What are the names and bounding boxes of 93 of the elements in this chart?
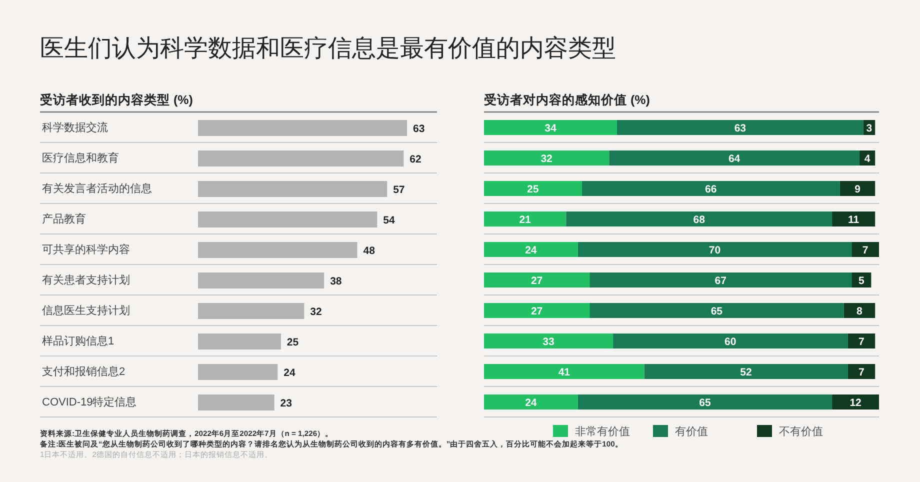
data-label: 34 [544,122,556,134]
y-tick-label: 产品教育 [42,212,86,226]
data-label: 12 [850,397,862,409]
data-label: 41 [558,366,570,378]
bar [484,303,590,318]
data-label: 70 [708,244,721,256]
y-tick-label: 有关患者支持计划 [42,274,130,286]
bar [484,150,610,166]
data-label: 52 [740,366,752,378]
y-tick-label: 医疗信息和教育 [42,152,119,164]
bar [832,212,876,226]
bar [848,334,876,348]
data-label: 66 [704,184,717,196]
y-tick-label: 支付和报销信息2 [42,365,126,378]
bar [198,303,304,319]
data-label: 38 [330,276,342,288]
data-label: 54 [383,214,395,226]
data-label: 67 [714,275,727,287]
bar [198,272,324,288]
bar [566,212,832,226]
bar [484,272,590,288]
y-tick-label: 有关发言者活动的信息 [42,182,152,195]
data-label: 27 [530,306,543,318]
data-label: 9 [854,184,861,196]
y-tick-label: 可共享的科学内容 [42,243,130,256]
bar [578,242,852,257]
data-label: 63 [413,123,425,135]
bar [484,364,644,379]
data-label: 25 [286,336,299,348]
chart-subtitle: 受访者收到的内容类型 (%) [40,92,193,107]
bar [198,334,281,350]
data-label: 65 [710,306,723,318]
bar [484,242,578,257]
bar [198,242,358,258]
chart-title: 受访者对内容的感知价值 (%) [484,92,650,107]
bar [484,334,614,348]
y-tick-label: 样品订购信息1 [42,334,114,348]
y-tick-label: COVID-19特定信息 [42,396,137,408]
bar [844,303,876,318]
bar [484,181,582,196]
data-label: 32 [540,153,553,165]
bar [198,120,407,136]
data-label: 5 [858,275,864,287]
y-tick-label: 信息医生支持计划 [42,304,130,317]
legend-label: 非常有价值 [575,425,630,438]
bar [590,272,852,288]
bar [582,181,840,196]
data-label: 57 [393,184,405,196]
bar [198,364,278,380]
data-label: 4 [864,153,870,165]
data-label: 24 [525,397,537,409]
data-label: 68 [693,214,706,226]
bar [590,303,844,318]
bar [852,242,879,257]
bar [198,150,404,166]
data-label: 24 [284,367,296,379]
bar [613,334,848,348]
bar [578,394,832,410]
bar [616,120,864,135]
data-label: 60 [724,336,736,348]
bar [484,212,566,226]
data-label: 7 [858,336,864,348]
data-label: 33 [542,336,555,348]
data-label: 3 [866,122,872,134]
bar [198,181,388,197]
data-label: 62 [410,154,422,166]
bar [198,394,274,410]
legend-label: 有价值 [675,426,708,438]
bar [198,212,378,228]
bar [644,364,848,379]
data-label: 25 [527,184,539,196]
data-label: 27 [530,275,543,287]
data-label: 23 [280,398,292,410]
data-label: 11 [848,214,860,226]
data-label: 8 [856,306,863,318]
data-label: 7 [858,366,864,378]
legend-label: 不有价值 [779,426,823,438]
bar [609,150,860,166]
data-label: 21 [519,214,532,226]
y-tick-label: 科学数据交流 [42,121,108,134]
data-label: 7 [862,244,868,256]
data-label: 64 [728,153,740,165]
bar [832,394,879,410]
data-label: 48 [363,245,376,257]
bar [848,364,876,379]
data-label: 63 [734,122,746,134]
data-label: 24 [525,244,537,256]
bar [484,394,578,410]
bar [484,120,617,135]
data-label: 32 [310,306,322,318]
bar [840,181,876,196]
data-label: 65 [699,397,711,409]
chart-title: 医生们认为科学数据和医疗信息是最有价值的内容类型 [40,35,616,62]
